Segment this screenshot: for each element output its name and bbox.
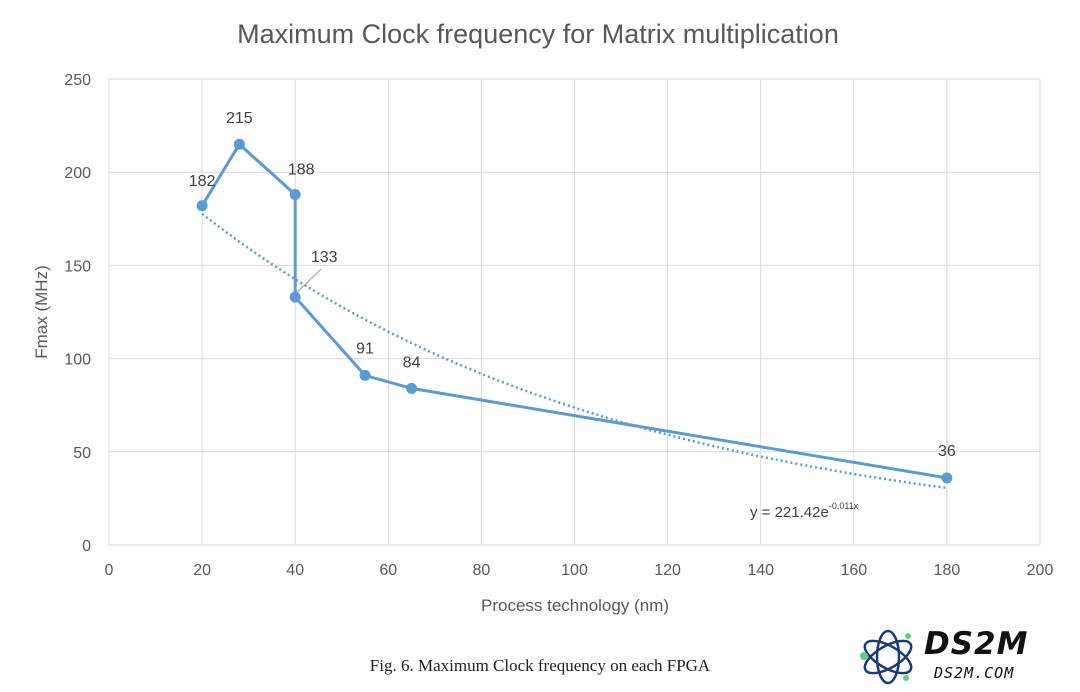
y-tick-label: 250 (64, 72, 91, 89)
trendline (201, 212, 948, 490)
data-labels: 182 215 188 133 91 84 36 (189, 110, 956, 460)
y-axis-label: Fmax (MHz) (32, 265, 51, 358)
data-label: 91 (356, 340, 374, 357)
y-tick-label: 100 (64, 352, 91, 369)
data-point (941, 472, 953, 484)
x-tick-label: 0 (105, 562, 114, 579)
series-fmax (196, 138, 953, 484)
data-point (233, 138, 245, 150)
y-tick-labels: 0 50 100 150 200 250 (64, 72, 91, 555)
label-leader-line (296, 268, 322, 293)
grid (108, 78, 1041, 546)
x-tick-label: 60 (379, 562, 397, 579)
data-point (359, 369, 371, 381)
data-point (289, 291, 301, 303)
data-point (406, 382, 418, 394)
watermark-main-text: DS2M (924, 626, 1029, 662)
x-tick-label: 120 (654, 562, 681, 579)
data-label: 133 (311, 249, 338, 266)
x-tick-label: 140 (747, 562, 774, 579)
watermark-sub-text: DS2M.COM (934, 664, 1015, 682)
x-tick-label: 160 (840, 562, 867, 579)
y-tick-label: 200 (64, 165, 91, 182)
atom-logo-icon (860, 629, 913, 685)
y-tick-label: 150 (64, 258, 91, 275)
figure-caption: Fig. 6. Maximum Clock frequency on each … (369, 656, 711, 675)
x-tick-label: 100 (561, 562, 588, 579)
y-tick-label: 50 (73, 445, 91, 462)
watermark-logo: DS2M DS2M.COM (856, 626, 1066, 688)
x-axis-label: Process technology (nm) (481, 596, 669, 615)
y-tick-label: 0 (82, 538, 91, 555)
x-tick-label: 20 (193, 562, 211, 579)
chart: Maximum Clock frequency for Matrix multi… (32, 19, 1054, 615)
data-label: 188 (288, 162, 315, 179)
data-label: 36 (938, 443, 956, 460)
x-tick-label: 40 (286, 562, 304, 579)
x-tick-labels: 0 20 40 60 80 100 120 140 160 180 200 (105, 562, 1054, 579)
data-point (289, 189, 301, 201)
data-label: 84 (403, 354, 421, 371)
x-tick-label: 80 (473, 562, 491, 579)
trendline-path (201, 212, 948, 490)
data-point (196, 200, 208, 212)
data-label: 182 (189, 173, 216, 190)
trendline-equation: y = 221.42e-0.011x (750, 501, 859, 521)
chart-title: Maximum Clock frequency for Matrix multi… (237, 19, 839, 49)
data-label: 215 (226, 110, 253, 127)
x-tick-label: 200 (1027, 562, 1054, 579)
x-tick-label: 180 (934, 562, 961, 579)
